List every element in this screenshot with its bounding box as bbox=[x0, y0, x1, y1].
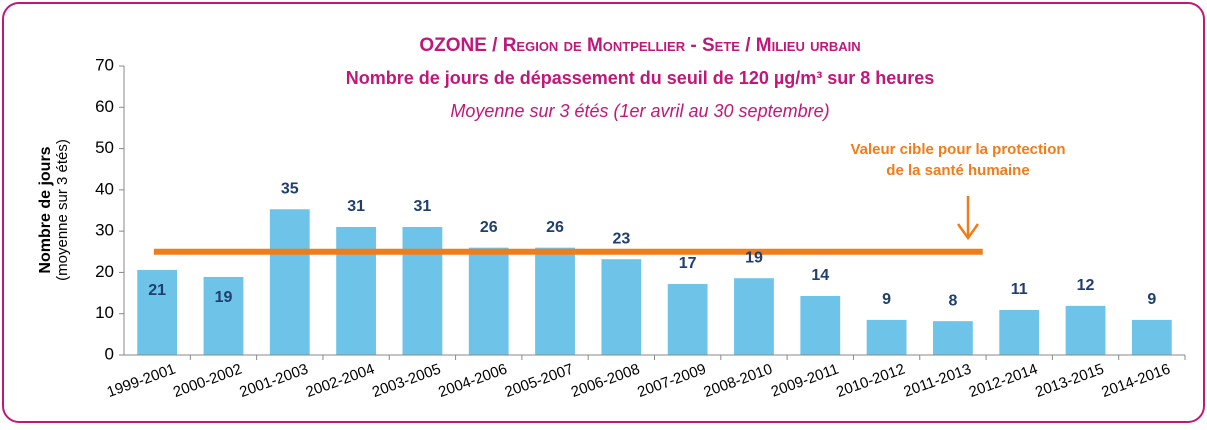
y-tick-label: 30 bbox=[95, 221, 114, 240]
value-label: 9 bbox=[882, 291, 891, 308]
value-label: 26 bbox=[480, 219, 498, 236]
bar bbox=[203, 276, 244, 355]
y-axis-label: Nombre de jours bbox=[37, 146, 54, 273]
value-label: 19 bbox=[215, 289, 233, 306]
bar bbox=[999, 309, 1040, 355]
bar bbox=[1131, 319, 1172, 355]
value-label: 11 bbox=[1011, 281, 1028, 298]
bar bbox=[1065, 305, 1106, 355]
bar bbox=[137, 269, 178, 355]
bar bbox=[468, 247, 509, 355]
y-tick-label: 70 bbox=[95, 55, 114, 74]
y-tick-label: 20 bbox=[95, 262, 114, 281]
bar bbox=[535, 247, 575, 355]
bar bbox=[336, 227, 376, 355]
value-label: 21 bbox=[148, 282, 166, 299]
bar bbox=[866, 319, 907, 355]
frame bbox=[2, 2, 1205, 423]
annotation: Valeur cible pour la protection bbox=[850, 141, 1065, 158]
value-label: 23 bbox=[612, 230, 630, 247]
value-label: 12 bbox=[1077, 277, 1095, 294]
value-label: 26 bbox=[546, 219, 564, 236]
bar bbox=[269, 209, 310, 355]
bar bbox=[933, 321, 973, 355]
annotation-arrowhead bbox=[956, 223, 980, 241]
bar bbox=[601, 259, 642, 355]
bar bbox=[667, 283, 708, 355]
value-label: 35 bbox=[281, 180, 299, 197]
chart-subtitle: Nombre de jours de dépassement du seuil … bbox=[346, 68, 935, 88]
y-tick-label: 10 bbox=[95, 303, 114, 322]
chart-subtitle2: Moyenne sur 3 étés (1er avril au 30 sept… bbox=[450, 101, 829, 121]
value-label: 31 bbox=[347, 198, 365, 215]
value-label: 19 bbox=[745, 249, 763, 266]
y-tick-label: 50 bbox=[95, 138, 114, 157]
y-tick-label: 40 bbox=[95, 179, 114, 198]
bar bbox=[402, 227, 443, 355]
value-label: 9 bbox=[1147, 291, 1156, 308]
value-label: 31 bbox=[414, 198, 432, 215]
value-label: 14 bbox=[811, 267, 829, 284]
value-label: 17 bbox=[679, 255, 697, 272]
y-axis-label: (moyenne sur 3 étés) bbox=[54, 139, 71, 281]
annotation: de la santé humaine bbox=[886, 162, 1029, 179]
chart-title: OZONE / Region de Montpellier - Sete / M… bbox=[419, 35, 860, 56]
bar bbox=[734, 278, 774, 355]
bar bbox=[800, 295, 841, 355]
y-tick-label: 60 bbox=[95, 97, 114, 116]
value-label: 8 bbox=[948, 292, 957, 309]
y-tick-label: 0 bbox=[105, 344, 114, 363]
